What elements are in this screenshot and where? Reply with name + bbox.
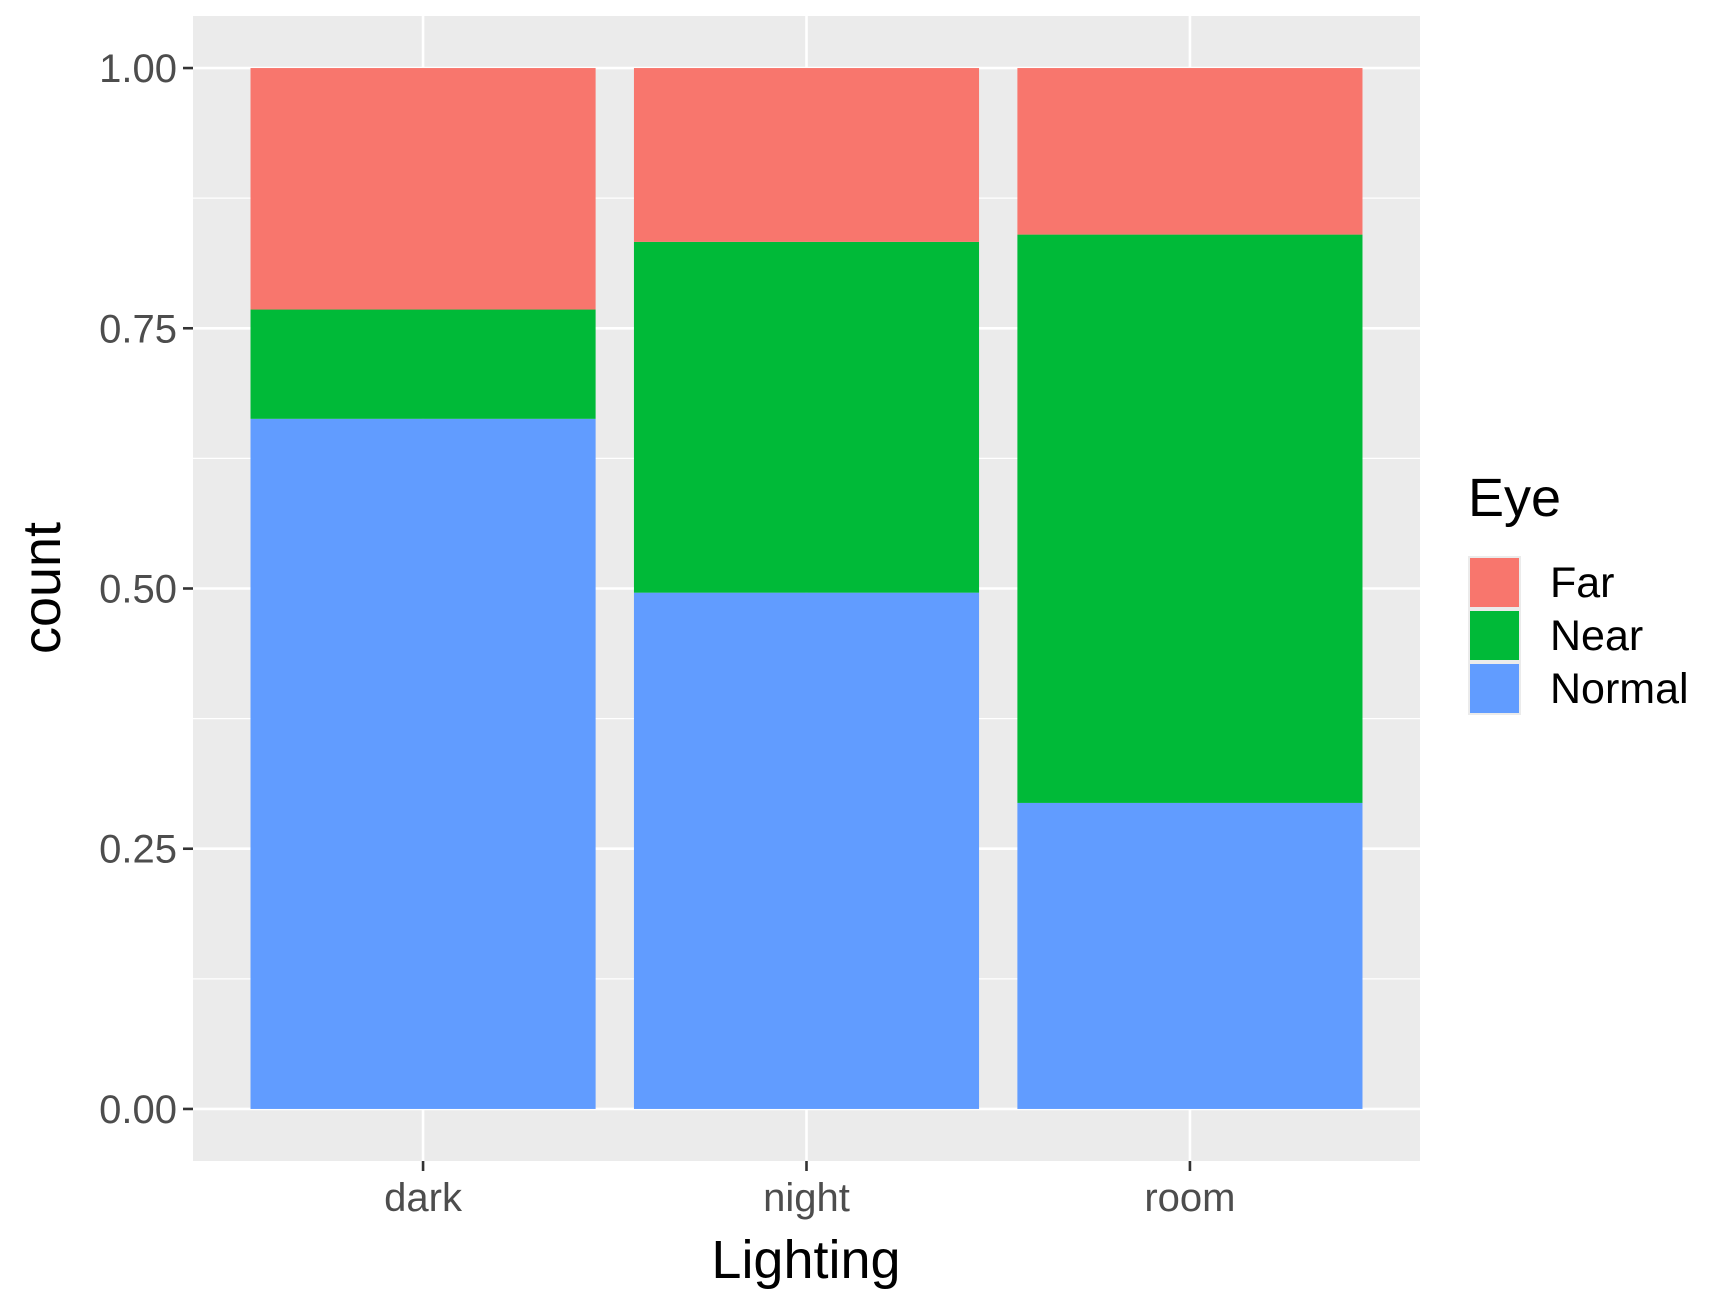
x-tick-label: dark (384, 1176, 463, 1220)
bar-room-normal (1017, 802, 1363, 1109)
x-axis-title: Lighting (711, 1230, 900, 1290)
bar-dark-normal (250, 418, 596, 1109)
legend-label-normal: Normal (1550, 665, 1689, 713)
y-tick-label: 0.25 (99, 828, 177, 872)
legend-label-far: Far (1550, 559, 1615, 607)
bars (250, 68, 1363, 1109)
y-axis-title: count (12, 522, 72, 654)
x-tick-label: room (1144, 1176, 1235, 1220)
y-tick-label: 0.50 (99, 568, 177, 612)
legend-label-near: Near (1550, 612, 1643, 660)
bar-night-near (633, 241, 980, 593)
legend-title: Eye (1468, 468, 1561, 528)
legend-swatch-normal (1470, 664, 1519, 713)
bar-room-near (1017, 234, 1363, 803)
y-axis: 0.00 0.25 0.50 0.75 1.00 (99, 47, 193, 1132)
y-tick-label: 1.00 (99, 47, 177, 91)
legend-swatch-near (1470, 611, 1519, 660)
bar-night-far (633, 68, 980, 242)
legend-swatch-far (1470, 558, 1519, 607)
y-tick-label: 0.75 (99, 307, 177, 351)
y-tick-label: 0.00 (99, 1088, 177, 1132)
bar-room-far (1017, 68, 1363, 235)
x-axis: dark night room (384, 1161, 1236, 1220)
x-tick-label: night (763, 1176, 850, 1220)
bar-night-normal (633, 592, 980, 1109)
bar-dark-far (250, 68, 596, 310)
bar-dark-near (250, 309, 596, 419)
legend: Eye Far Near Normal (1468, 468, 1689, 715)
